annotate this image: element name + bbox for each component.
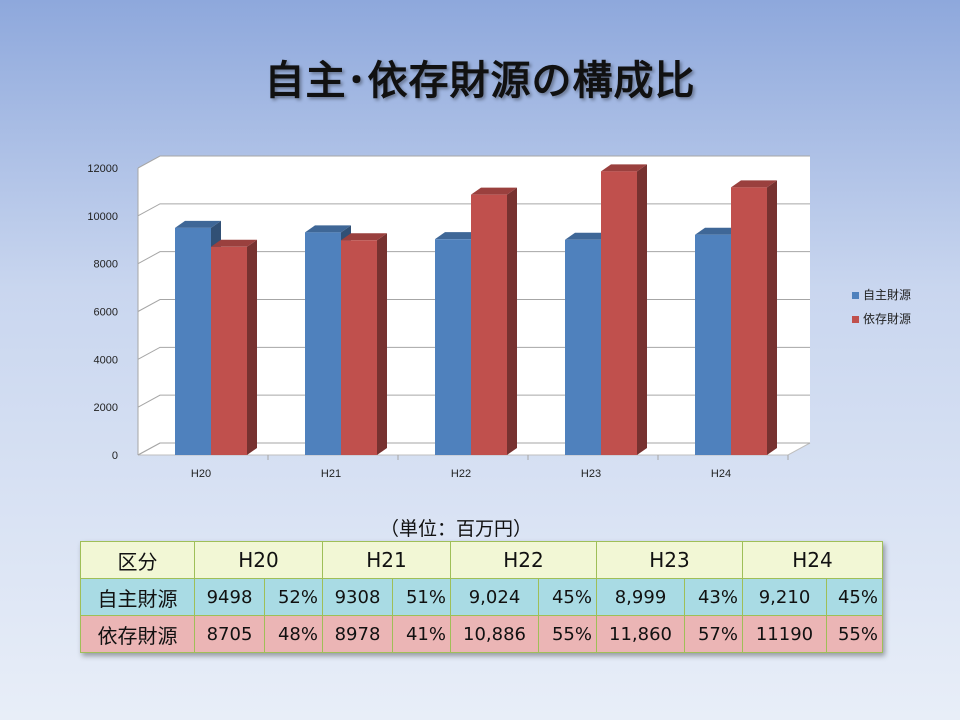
bar-H22-1 [471, 194, 507, 455]
bar-top-H23-0 [565, 232, 611, 240]
table-cell-pct: 43% [684, 578, 743, 616]
bar-top-H20-1 [211, 239, 257, 247]
bar-H23-0 [565, 239, 601, 455]
bar-side-H24-1 [767, 180, 777, 455]
table-cell-value: 11,860 [596, 615, 685, 653]
bar-H21-1 [341, 240, 377, 455]
bar-H23-1 [601, 171, 637, 455]
x-tick-label: H23 [581, 468, 601, 480]
data-table: 区分 H20 H21 H22 H23 H24 自主財源 9498 52% 930… [80, 541, 883, 653]
bar-side-H22-1 [507, 187, 517, 455]
legend-swatch [852, 292, 859, 299]
header-label: 区分 [80, 541, 195, 579]
table-cell-value: 10,886 [450, 615, 539, 653]
y-tick-label: 4000 [94, 354, 118, 366]
header-year: H21 [322, 541, 451, 579]
table-row: 依存財源 8705 48% 8978 41% 10,886 55% 11,860… [80, 615, 883, 653]
gridline [137, 155, 810, 169]
bar-top-H20-0 [175, 220, 221, 228]
gridline [137, 203, 810, 217]
x-tick-label: H21 [321, 468, 341, 480]
table-header-row: 区分 H20 H21 H22 H23 H24 [80, 541, 883, 579]
table-cell-pct: 41% [392, 615, 451, 653]
table-cell-pct: 55% [538, 615, 597, 653]
y-tick-label: 12000 [87, 163, 118, 175]
table-cell-value: 8978 [322, 615, 393, 653]
y-tick-label: 8000 [94, 259, 118, 271]
bar-H24-1 [731, 187, 767, 455]
page-title: 自主･依存財源の構成比 [264, 58, 696, 104]
y-tick-label: 2000 [94, 402, 118, 414]
legend-label: 依存財源 [863, 311, 911, 326]
bar-chart: 0 2000 4000 6000 8000 10000 12000 H20 H21 H22 H23 H… [87, 155, 911, 480]
table-cell-value: 9308 [322, 578, 393, 616]
header-year: H23 [596, 541, 743, 579]
bar-side-H20-1 [247, 239, 257, 455]
bar-H20-1 [211, 246, 247, 455]
bar-H24-0 [695, 234, 731, 455]
table-cell-pct: 55% [826, 615, 883, 653]
bar-top-H22-1 [471, 187, 517, 195]
bar-top-H21-0 [305, 225, 351, 233]
table-row: 自主財源 9498 52% 9308 51% 9,024 45% 8,999 4… [80, 578, 883, 616]
header-year: H24 [742, 541, 883, 579]
bar-top-H24-0 [695, 227, 741, 235]
y-tick-label: 0 [112, 450, 118, 462]
legend-label: 自主財源 [863, 287, 911, 302]
table-cell-pct: 51% [392, 578, 451, 616]
x-tick-label: H20 [191, 468, 211, 480]
header-year: H20 [194, 541, 323, 579]
table-cell-value: 9,210 [742, 578, 827, 616]
table-cell-pct: 45% [826, 578, 883, 616]
table-cell-pct: 45% [538, 578, 597, 616]
bar-H20-0 [175, 227, 211, 455]
bar-H22-0 [435, 239, 471, 455]
bar-side-H21-1 [377, 233, 387, 455]
table-cell-value: 9498 [194, 578, 265, 616]
y-tick-label: 10000 [87, 211, 118, 223]
row-label: 依存財源 [80, 615, 195, 653]
bar-top-H24-1 [731, 180, 777, 188]
table-cell-pct: 57% [684, 615, 743, 653]
table-cell-value: 8,999 [596, 578, 685, 616]
header-year: H22 [450, 541, 597, 579]
table-cell-pct: 48% [264, 615, 323, 653]
table-cell-value: 11190 [742, 615, 827, 653]
x-tick-label: H24 [711, 468, 731, 480]
bar-top-H21-1 [341, 233, 387, 241]
y-tick-label: 6000 [94, 307, 118, 319]
table-cell-value: 9,024 [450, 578, 539, 616]
table-cell-value: 8705 [194, 615, 265, 653]
table-cell-pct: 52% [264, 578, 323, 616]
x-tick-label: H22 [451, 468, 471, 480]
row-label: 自主財源 [80, 578, 195, 616]
bar-side-H23-1 [637, 164, 647, 455]
unit-note: （単位：百万円） [380, 518, 533, 540]
legend-swatch [852, 316, 859, 323]
bar-top-H22-0 [435, 232, 481, 240]
bar-top-H23-1 [601, 164, 647, 172]
bar-H21-0 [305, 232, 341, 455]
